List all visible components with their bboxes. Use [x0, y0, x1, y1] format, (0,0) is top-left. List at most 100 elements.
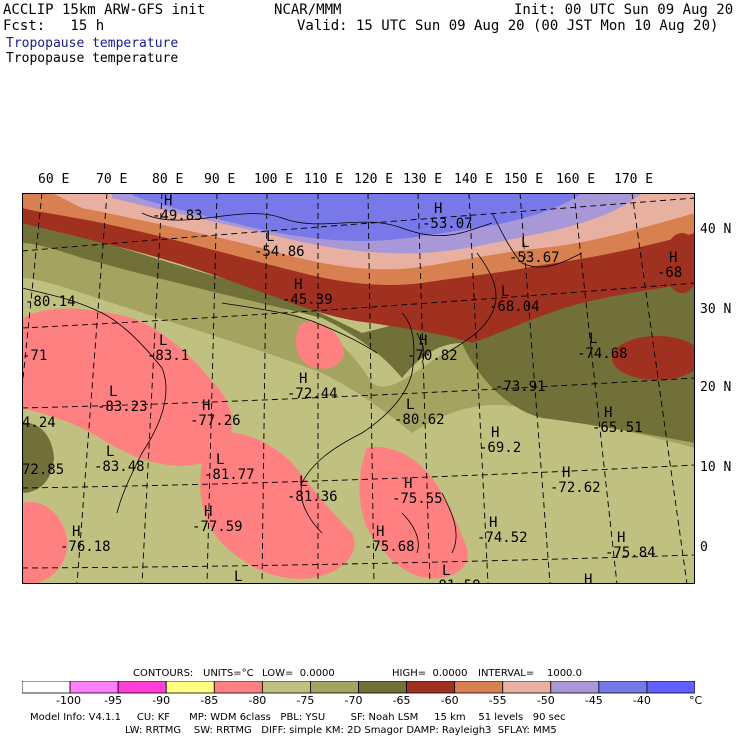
- map-frame: [22, 193, 695, 584]
- extremum-value: -80.62: [394, 412, 445, 428]
- contours-label: CONTOURS:: [133, 668, 194, 679]
- extremum-value: -76.18: [60, 539, 111, 555]
- low-marker: L: [521, 235, 529, 251]
- high-marker: H: [489, 515, 497, 531]
- extremum-value: -70.82: [407, 348, 458, 364]
- shading-red-blob: [664, 233, 695, 293]
- low-marker: L: [589, 331, 597, 347]
- colorbar-tick-label: -100: [56, 694, 82, 707]
- extremum-value: 4.24: [22, 415, 56, 431]
- low-label: LOW= 0.0000: [262, 668, 335, 679]
- colorbar-tick-label: -65: [392, 694, 411, 707]
- lat-label: 10 N: [700, 460, 732, 475]
- high-marker: H: [204, 504, 212, 520]
- extremum-value: -77.59: [192, 519, 243, 535]
- extremum-value: -71: [22, 348, 47, 364]
- colorbar-swatch: [550, 681, 600, 694]
- colorbar-swatch: [454, 681, 504, 694]
- lon-label: 150 E: [504, 172, 544, 187]
- lon-label: 80 E: [152, 172, 184, 187]
- shading-pink: [295, 322, 344, 369]
- extremum-value: -73.91: [495, 379, 546, 395]
- extremum-value: -45.39: [282, 292, 333, 308]
- high-marker: H: [584, 572, 592, 584]
- forecast-hour: Fcst: 15 h: [3, 18, 105, 34]
- extremum-value: -54.86: [254, 244, 305, 260]
- shading-red-blob: [612, 336, 695, 380]
- init-time: Init: 00 UTC Sun 09 Aug 20: [514, 2, 734, 18]
- high-marker: H: [294, 277, 302, 293]
- extremum-value: 72.85: [22, 462, 64, 478]
- lat-label: 30 N: [700, 302, 732, 317]
- field-title-secondary: Tropopause temperature: [6, 51, 179, 66]
- colorbar-swatch: [502, 681, 552, 694]
- extremum-value: -69.2: [479, 440, 521, 456]
- extremum-value: -68: [657, 265, 682, 281]
- colorbar-tick-label: -45: [584, 694, 603, 707]
- extremum-value: -75.55: [392, 491, 443, 507]
- colorbar: [22, 681, 695, 694]
- low-marker: L: [109, 384, 117, 400]
- high-marker: H: [376, 524, 384, 540]
- extremum-value: -80.14: [25, 294, 76, 310]
- high-label: HIGH= 0.0000: [392, 668, 468, 679]
- valid-time: Valid: 15 UTC Sun 09 Aug 20 (00 JST Mon …: [297, 18, 719, 34]
- high-marker: H: [491, 425, 499, 441]
- colorbar-tick-label: -70: [344, 694, 363, 707]
- high-marker: H: [299, 371, 307, 387]
- colorbar-tick-label: -40: [632, 694, 651, 707]
- colorbar-tick-label: -60: [440, 694, 459, 707]
- high-marker: H: [404, 476, 412, 492]
- low-marker: L: [501, 284, 509, 300]
- extremum-value: -81.58: [430, 578, 481, 584]
- colorbar-swatch: [598, 681, 648, 694]
- low-marker: L: [159, 333, 167, 349]
- high-marker: H: [164, 193, 172, 209]
- extremum-value: -77.26: [190, 413, 241, 429]
- extremum-value: -83.48: [94, 459, 145, 475]
- graticule: [22, 193, 695, 584]
- high-marker: H: [202, 398, 210, 414]
- extremum-value: -49.83: [152, 208, 203, 224]
- colorbar-tick-label: -55: [488, 694, 507, 707]
- lon-label: 110 E: [304, 172, 344, 187]
- interval-label: INTERVAL= 1000.0: [478, 668, 582, 679]
- lon-label: 120 E: [354, 172, 394, 187]
- low-marker: L: [216, 452, 224, 468]
- colorbar-tick-label: -95: [104, 694, 123, 707]
- colorbar-swatch: [261, 681, 311, 694]
- low-marker: L: [106, 444, 114, 460]
- colorbar-tick-label: -50: [536, 694, 555, 707]
- extremum-value: -74.52: [477, 530, 528, 546]
- colorbar-tick-label: -90: [152, 694, 171, 707]
- institution-label: NCAR/MMM: [274, 2, 342, 18]
- shading-dark-olive-patch: [22, 422, 54, 493]
- run-title: ACCLIP 15km ARW-GFS init: [3, 2, 206, 18]
- extremum-value: -83.1: [147, 348, 189, 364]
- extremum-value: -68.04: [489, 299, 540, 315]
- colorbar-tick-label: -75: [296, 694, 315, 707]
- colorbar-swatch: [358, 681, 407, 694]
- lon-label: 70 E: [96, 172, 128, 187]
- shading-pink: [200, 432, 355, 579]
- lon-label: 170 E: [614, 172, 654, 187]
- high-marker: H: [617, 530, 625, 546]
- lat-label: 0: [700, 540, 708, 555]
- lon-label: 130 E: [403, 172, 443, 187]
- colorbar-swatch: [165, 681, 215, 694]
- units-label: UNITS=°C: [203, 668, 254, 679]
- colorbar-tick-label: -80: [248, 694, 267, 707]
- model-info-line1: Model Info: V4.1.1 CU: KF MP: WDM 6class…: [30, 712, 566, 723]
- shading-dark-olive: [22, 218, 695, 443]
- model-info-line2: LW: RRTMG SW: RRTMG DIFF: simple KM: 2D …: [125, 725, 557, 736]
- shading-pink: [22, 502, 68, 584]
- colorbar-swatch: [213, 681, 263, 694]
- colorbar-unit: °C: [689, 694, 703, 707]
- lon-label: 160 E: [556, 172, 596, 187]
- lon-label: 100 E: [254, 172, 294, 187]
- lon-label: 90 E: [204, 172, 236, 187]
- high-low-labels: H-49.83L-54.86H-53.07L-53.67 H-68H-45.39 L…: [22, 193, 682, 584]
- lat-label: 40 N: [700, 222, 732, 237]
- extremum-value: -53.67: [509, 250, 560, 266]
- high-marker: H: [562, 465, 570, 481]
